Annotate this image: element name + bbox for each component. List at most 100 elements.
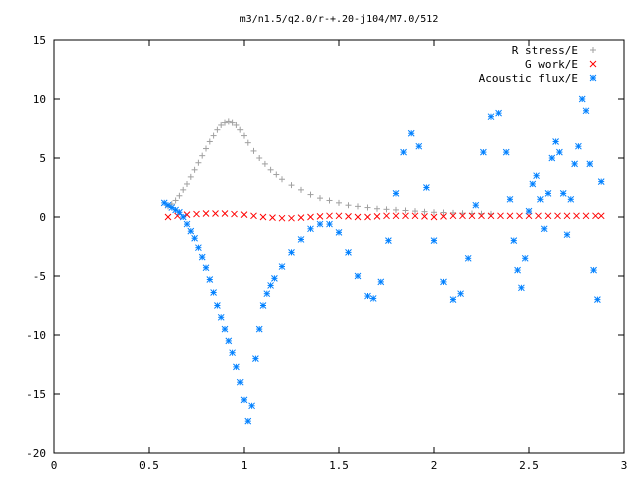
data-point <box>385 237 392 244</box>
data-point <box>278 214 286 222</box>
data-point <box>402 207 409 214</box>
data-point <box>252 355 259 362</box>
data-point <box>273 171 280 178</box>
plot-frame <box>53 39 625 454</box>
x-tick-label: 1.5 <box>329 459 349 472</box>
series-0 <box>165 118 494 217</box>
data-point <box>374 205 380 212</box>
data-point <box>464 254 472 262</box>
data-point <box>345 213 352 220</box>
data-point <box>480 148 487 156</box>
data-point <box>172 197 179 204</box>
data-point <box>179 213 187 221</box>
data-point <box>472 201 480 209</box>
data-point <box>440 209 447 216</box>
data-point <box>487 212 495 220</box>
data-point <box>592 212 599 220</box>
y-tick-label: 15 <box>33 34 46 47</box>
data-point <box>187 227 195 235</box>
x-tick-label: 3 <box>621 459 628 472</box>
data-point <box>411 212 419 220</box>
data-point <box>297 214 305 221</box>
data-point <box>554 212 561 220</box>
data-point <box>335 212 343 220</box>
data-point <box>495 109 502 117</box>
y-tick-label: 5 <box>39 152 46 165</box>
data-point <box>212 210 219 217</box>
data-point <box>248 402 255 410</box>
data-point <box>256 155 263 161</box>
data-point <box>269 214 276 221</box>
y-tick-label: -20 <box>26 447 46 460</box>
data-point <box>236 378 244 386</box>
data-point <box>218 121 225 128</box>
data-point <box>407 129 415 137</box>
axis-ticks: 0 0.5 1 1.5 2 2.5 3 -20 -15 -10 -5 0 5 10 15 <box>26 34 627 472</box>
x-tick-label: 1 <box>241 459 248 472</box>
data-point <box>261 160 268 167</box>
data-point <box>180 186 187 193</box>
data-point <box>241 132 247 139</box>
data-point <box>233 121 240 128</box>
data-point <box>364 292 371 300</box>
data-point <box>540 225 548 233</box>
data-point <box>278 263 286 270</box>
data-point <box>298 186 304 193</box>
data-point <box>288 249 295 256</box>
data-point <box>267 166 274 173</box>
data-point <box>364 204 371 211</box>
data-point <box>421 213 428 220</box>
data-point <box>578 95 586 103</box>
data-point <box>307 191 314 198</box>
data-point <box>502 148 510 156</box>
data-point <box>383 212 390 220</box>
data-point <box>431 209 437 216</box>
data-point <box>214 302 221 309</box>
data-point <box>316 213 324 220</box>
x-tick-label: 2 <box>431 459 438 472</box>
legend-label: R stress/E <box>512 44 578 57</box>
data-point <box>183 220 191 228</box>
data-point <box>597 178 605 185</box>
data-point <box>191 234 198 242</box>
data-point <box>548 154 556 162</box>
data-point <box>317 195 323 202</box>
data-point <box>206 276 214 283</box>
data-point <box>573 212 580 220</box>
data-point <box>225 118 232 125</box>
data-point <box>307 225 314 233</box>
data-point <box>506 212 514 220</box>
data-point <box>563 231 571 239</box>
data-point <box>221 210 229 217</box>
data-point <box>202 264 210 272</box>
data-point <box>214 126 221 133</box>
data-point <box>297 236 305 243</box>
data-point <box>244 417 252 425</box>
data-point <box>335 228 343 236</box>
y-tick-label: -5 <box>33 270 46 283</box>
data-point <box>457 290 464 298</box>
data-point <box>440 278 447 286</box>
data-point <box>198 253 206 261</box>
data-point <box>529 180 537 188</box>
data-point <box>525 207 533 215</box>
data-point <box>240 396 248 404</box>
data-point <box>510 237 518 244</box>
data-point <box>288 214 295 222</box>
data-point <box>537 195 544 203</box>
data-point <box>222 119 228 126</box>
data-point <box>307 213 314 221</box>
data-point <box>195 159 202 166</box>
data-point <box>210 132 217 139</box>
data-point <box>383 206 390 213</box>
data-point <box>449 212 457 220</box>
legend-marker <box>589 74 597 82</box>
data-point <box>590 266 597 274</box>
data-point <box>373 213 381 220</box>
data-point <box>345 249 352 256</box>
data-point <box>556 148 563 156</box>
data-point <box>195 244 202 252</box>
data-point <box>326 220 333 228</box>
data-point <box>229 349 236 357</box>
